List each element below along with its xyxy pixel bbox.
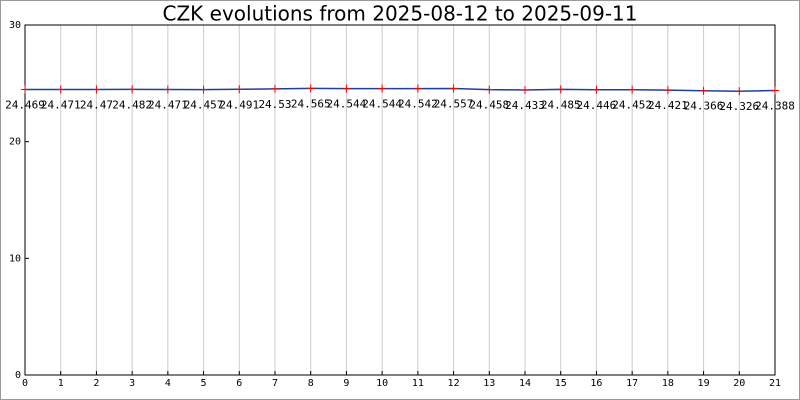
marker (735, 87, 744, 96)
marker (378, 84, 387, 93)
marker (306, 84, 315, 93)
x-tick-label: 1 (58, 378, 64, 389)
marker (771, 86, 779, 95)
y-tick-label: 10 (9, 253, 21, 264)
marker (592, 85, 601, 94)
marker (485, 85, 494, 94)
x-tick-label: 17 (626, 378, 638, 389)
x-tick-label: 0 (22, 378, 28, 389)
y-tick-label: 0 (15, 370, 21, 381)
x-tick-label: 18 (662, 378, 674, 389)
data-label: 24.485 (541, 98, 581, 111)
marker (556, 85, 565, 94)
x-tick-label: 15 (555, 378, 567, 389)
data-label: 24.542 (398, 98, 438, 111)
plot-frame (24, 24, 776, 376)
marker (521, 85, 529, 94)
data-label: 24.544 (362, 98, 402, 111)
data-label: 24.457 (184, 99, 224, 112)
data-label: 24.491 (219, 98, 259, 111)
x-tick-label: 14 (519, 378, 531, 389)
marker (92, 85, 101, 94)
marker (128, 85, 137, 94)
marker (21, 85, 29, 94)
x-tick-label: 7 (272, 378, 278, 389)
data-label: 24.482 (112, 98, 152, 111)
y-tick-label: 20 (9, 137, 21, 148)
data-label: 24.47 (80, 99, 113, 112)
marker (56, 85, 65, 94)
x-tick-label: 4 (165, 378, 171, 389)
marker (199, 85, 208, 94)
marker (342, 84, 351, 93)
x-tick-label: 20 (733, 378, 745, 389)
data-label: 24.452 (612, 99, 652, 112)
marker (699, 86, 708, 95)
x-tick-label: 13 (483, 378, 495, 389)
marker (413, 84, 422, 93)
data-label: 24.366 (684, 100, 724, 113)
data-label: 24.471 (148, 99, 188, 112)
y-tick-label: 30 (9, 20, 21, 31)
x-tick-label: 9 (343, 378, 349, 389)
data-label: 24.433 (505, 99, 545, 112)
marker (628, 85, 637, 94)
x-tick-label: 5 (201, 378, 207, 389)
marker (235, 85, 244, 94)
data-label: 24.421 (648, 99, 688, 112)
x-tick-label: 3 (129, 378, 135, 389)
x-tick-label: 16 (590, 378, 602, 389)
x-tick-label: 19 (698, 378, 710, 389)
x-tick-label: 21 (769, 378, 781, 389)
data-label: 24.446 (577, 99, 617, 112)
marker (163, 85, 172, 94)
data-label: 24.469 (5, 99, 45, 112)
data-label: 24.471 (41, 99, 81, 112)
data-label: 24.53 (258, 98, 291, 111)
x-tick-label: 12 (448, 378, 460, 389)
x-tick-label: 8 (308, 378, 314, 389)
x-tick-label: 2 (93, 378, 99, 389)
marker (663, 86, 672, 95)
x-tick-label: 6 (236, 378, 242, 389)
chart-title: CZK evolutions from 2025-08-12 to 2025-0… (163, 2, 638, 26)
data-label: 24.388 (755, 99, 795, 112)
x-tick-label: 11 (412, 378, 424, 389)
data-label: 24.557 (434, 98, 474, 111)
data-label: 24.326 (719, 100, 759, 113)
data-label: 24.544 (327, 98, 367, 111)
x-tick-label: 10 (376, 378, 388, 389)
data-label: 24.458 (469, 99, 509, 112)
marker (449, 84, 458, 93)
series-line (24, 87, 776, 92)
marker (271, 84, 279, 93)
data-label: 24.565 (291, 97, 331, 110)
